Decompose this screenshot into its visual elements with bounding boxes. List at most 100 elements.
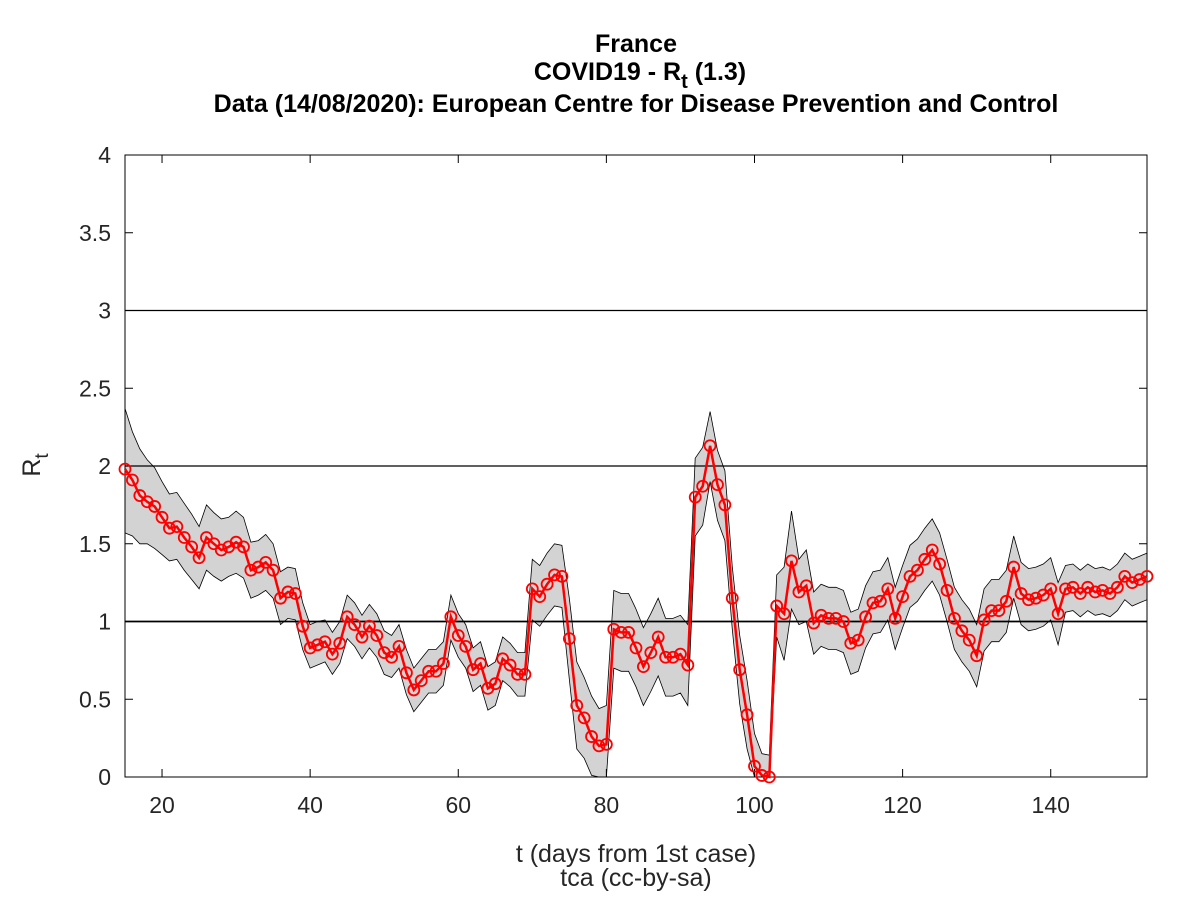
data-point (170, 520, 184, 534)
data-point (725, 591, 739, 605)
data-point (851, 633, 865, 647)
data-point (325, 647, 339, 661)
data-point (370, 629, 384, 642)
data-point (444, 610, 458, 624)
data-point (592, 739, 606, 753)
data-point (518, 667, 532, 681)
data-point (466, 663, 480, 677)
data-point (985, 604, 998, 618)
data-point (133, 489, 147, 502)
data-point (792, 585, 806, 599)
data-point (703, 439, 717, 453)
data-point (503, 658, 517, 672)
data-point (607, 622, 621, 636)
x-tick-label: 40 (297, 792, 323, 818)
plot-area: 0 0.5 1 1.5 2 2.5 3 3.5 4 20 40 60 80 100 120 140 (79, 142, 1154, 818)
data-point (148, 500, 162, 513)
data-point (681, 658, 695, 672)
y-tick-label: 4 (98, 142, 111, 168)
data-point (873, 594, 887, 608)
data-point (540, 577, 554, 591)
data-point (525, 582, 539, 596)
data-point (911, 563, 924, 577)
data-point (859, 610, 872, 624)
data-point (333, 636, 347, 650)
data-point (192, 551, 206, 565)
data-point (533, 590, 547, 604)
data-point (688, 490, 702, 504)
data-point (1110, 580, 1124, 594)
data-point (237, 540, 250, 554)
x-tick-label: 140 (1032, 792, 1070, 818)
data-point (1022, 593, 1035, 607)
data-point (385, 650, 399, 664)
data-point (962, 633, 976, 647)
data-point (1133, 573, 1146, 586)
y-axis-label-main: R (18, 459, 46, 477)
data-point (881, 582, 895, 596)
data-point (318, 635, 332, 649)
y-tick-label: 3 (98, 298, 111, 324)
data-point (1014, 587, 1028, 600)
data-point (288, 587, 302, 600)
data-point (740, 708, 754, 722)
data-point (126, 473, 139, 487)
data-point (1103, 587, 1117, 600)
title-line-2-suffix: (1.3) (688, 58, 746, 86)
data-point (1125, 576, 1139, 590)
data-point (296, 619, 310, 633)
data-point (666, 650, 680, 664)
data-point (1096, 584, 1109, 597)
data-point (585, 730, 598, 743)
data-point (748, 759, 761, 773)
data-point (1118, 570, 1132, 583)
data-point (488, 677, 502, 691)
data-point (955, 624, 969, 638)
y-axis-label: Rt (18, 453, 53, 477)
data-point (422, 664, 436, 678)
data-point (822, 611, 835, 625)
y-tick-label: 1 (98, 609, 111, 635)
credit-label: tca (cc-by-sa) (560, 864, 711, 892)
data-point (1044, 582, 1058, 596)
data-point (637, 660, 650, 673)
data-point (1051, 607, 1065, 621)
title-line-2-subscript: t (681, 71, 688, 93)
data-point (451, 629, 465, 642)
data-point (896, 590, 910, 604)
data-point (1088, 585, 1102, 599)
data-point (925, 543, 939, 557)
data-point (651, 630, 665, 644)
chart-title-line-2: COVID19 - Rt (1.3) (534, 58, 746, 93)
data-point (207, 537, 221, 551)
data-point (866, 596, 880, 610)
data-point (355, 630, 369, 644)
x-tick-label: 80 (594, 792, 620, 818)
data-point (400, 666, 413, 680)
data-point (570, 699, 584, 712)
data-point (999, 594, 1013, 608)
data-point (614, 625, 628, 639)
data-point (1059, 582, 1072, 596)
data-point (303, 641, 317, 655)
data-point (429, 664, 443, 678)
data-point (933, 557, 947, 571)
data-point (348, 618, 361, 632)
data-point (940, 584, 954, 597)
data-point (155, 510, 169, 524)
data-point (340, 610, 354, 624)
data-point (177, 531, 191, 544)
data-point (755, 769, 769, 782)
x-tick-label: 100 (735, 792, 773, 818)
data-point (244, 563, 258, 577)
data-point (888, 611, 902, 625)
data-point (918, 552, 932, 566)
data-point (844, 636, 858, 650)
data-point (807, 616, 821, 630)
x-tick-label: 60 (445, 792, 471, 818)
y-tick-label: 2 (98, 453, 111, 479)
data-point (903, 570, 917, 583)
data-point (762, 770, 776, 784)
y-axis-label-subscript: t (32, 453, 53, 459)
title-line-2-main: COVID19 - R (534, 58, 681, 86)
